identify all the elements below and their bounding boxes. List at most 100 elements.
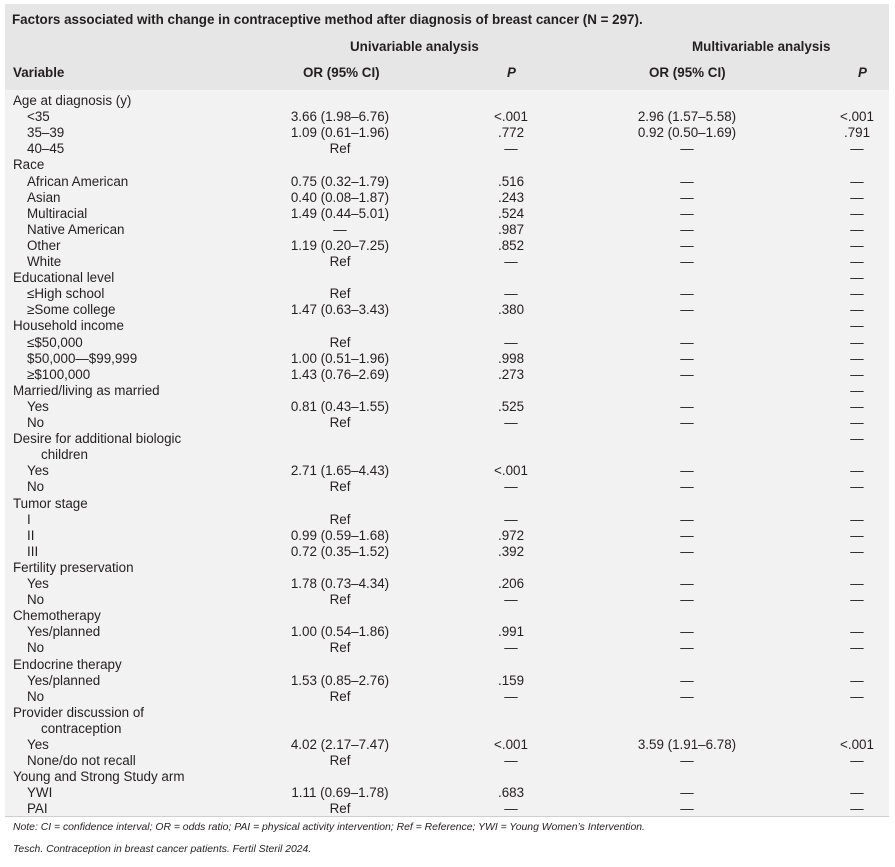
variable-cell: No <box>27 415 45 430</box>
p-multivariable-cell: — <box>850 688 864 704</box>
table-row: I Ref — — — <box>5 512 889 528</box>
p-multivariable-cell: — <box>850 237 864 253</box>
p-univariable-cell: — <box>504 511 518 527</box>
or-univariable-cell: 0.81 (0.43–1.55) <box>290 398 390 414</box>
table-row: None/do not recall Ref — — — <box>5 753 889 769</box>
variable-cell: White <box>27 254 62 269</box>
or-univariable-cell: 1.19 (0.20–7.25) <box>290 237 390 253</box>
or-multivariable-cell: — <box>680 576 694 591</box>
p-univariable-cell: — <box>504 415 518 430</box>
variable-cell: I <box>27 511 31 527</box>
p-multivariable-cell: — <box>850 173 864 189</box>
table-row: YWI 1.11 (0.69–1.78) .683 — — <box>5 785 889 801</box>
or-univariable-cell: Ref <box>329 479 351 495</box>
or-multivariable-cell: — <box>680 254 694 269</box>
p-univariable-cell: .206 <box>497 576 525 591</box>
p-univariable-cell: .243 <box>497 189 525 205</box>
or-univariable-cell: Ref <box>329 286 351 302</box>
p-multivariable-cell: — <box>850 801 864 817</box>
table-row: Educational level — <box>5 270 889 286</box>
p-multivariable-cell: — <box>850 624 864 640</box>
p-multivariable-cell: — <box>850 302 864 318</box>
table-row: ≤$50,000 Ref — — — <box>5 335 889 351</box>
table-row: Age at diagnosis (y) <box>5 93 889 109</box>
column-header-p-univariable: P <box>507 65 516 80</box>
variable-cell: Yes <box>27 398 49 414</box>
p-multivariable-cell: — <box>850 672 864 688</box>
or-multivariable-cell: — <box>680 511 694 527</box>
table-row: ≤High school Ref — — — <box>5 286 889 302</box>
table-row: Yes 4.02 (2.17–7.47) <.001 3.59 (1.91–6.78)… <box>5 737 889 753</box>
or-univariable-cell: 4.02 (2.17–7.47) <box>290 737 390 752</box>
p-multivariable-cell: <.001 <box>840 109 874 125</box>
table-row: Endocrine therapy <box>5 657 889 673</box>
table-row: ≥$100,000 1.43 (0.76–2.69) .273 — — <box>5 367 889 383</box>
or-univariable-cell: 3.66 (1.98–6.76) <box>290 109 390 125</box>
or-univariable-cell: 1.49 (0.44–5.01) <box>290 205 390 221</box>
table-row: Asian 0.40 (0.08–1.87) .243 — — <box>5 190 889 206</box>
table-row: No Ref — — — <box>5 689 889 705</box>
variable-cell: 40–45 <box>27 141 65 157</box>
table-row: Married/living as married — <box>5 383 889 399</box>
or-univariable-cell: 0.75 (0.32–1.79) <box>290 173 390 189</box>
p-multivariable-cell: — <box>850 270 864 286</box>
variable-cell: African American <box>27 173 129 189</box>
p-multivariable-cell: — <box>850 479 864 495</box>
or-multivariable-cell: — <box>680 640 694 656</box>
or-multivariable-cell: — <box>680 237 694 253</box>
or-multivariable-cell: — <box>680 753 694 769</box>
or-multivariable-cell: — <box>680 688 694 704</box>
p-univariable-cell: <.001 <box>494 737 528 752</box>
variable-cell: II <box>27 527 35 543</box>
or-univariable-cell: 1.53 (0.85–2.76) <box>290 672 390 688</box>
variable-cell: Tumor stage <box>13 495 88 511</box>
p-multivariable-cell: — <box>850 382 864 398</box>
table-row: Yes/planned 1.00 (0.54–1.86) .991 — — <box>5 624 889 640</box>
p-multivariable-cell: — <box>850 350 864 366</box>
table-row: <35 3.66 (1.98–6.76) <.001 2.96 (1.57–5.58)… <box>5 109 889 125</box>
table-body: Age at diagnosis (y) <35 3.66 (1.98–6.76) <… <box>5 90 889 816</box>
or-univariable-cell: Ref <box>329 254 351 269</box>
variable-cell: Household income <box>13 318 124 334</box>
or-univariable-cell: Ref <box>329 688 351 704</box>
or-univariable-cell: Ref <box>329 801 351 817</box>
table-row: $50,000—$99,999 1.00 (0.51–1.96) .998 — — <box>5 351 889 367</box>
or-multivariable-cell: — <box>680 221 694 237</box>
table-row: Chemotherapy <box>5 608 889 624</box>
variable-cell: Multiracial <box>27 205 88 221</box>
variable-cell: Yes <box>27 737 49 752</box>
p-univariable-cell: — <box>504 592 518 608</box>
column-header-variable: Variable <box>13 65 65 80</box>
or-univariable-cell: 1.00 (0.51–1.96) <box>290 350 390 366</box>
or-multivariable-cell: — <box>680 366 694 382</box>
or-univariable-cell: Ref <box>329 415 351 430</box>
or-multivariable-cell: — <box>680 479 694 495</box>
p-univariable-cell: .683 <box>497 785 525 801</box>
table-row: III 0.72 (0.35–1.52) .392 — — <box>5 544 889 560</box>
table-row: Household income — <box>5 318 889 334</box>
column-header-p-multivariable: P <box>858 65 867 80</box>
variable-cell: ≥Some college <box>27 302 116 318</box>
p-univariable-cell: .392 <box>497 543 525 559</box>
or-univariable-cell: Ref <box>329 334 351 350</box>
table-note: Note: CI = confidence interval; OR = odd… <box>5 816 889 839</box>
table-row: Race <box>5 157 889 173</box>
p-univariable-cell: — <box>504 801 518 817</box>
variable-cell: YWI <box>27 785 53 801</box>
or-univariable-cell: Ref <box>329 592 351 608</box>
variable-cell: Married/living as married <box>13 382 160 398</box>
table-row: White Ref — — — <box>5 254 889 270</box>
or-univariable-cell: 0.99 (0.59–1.68) <box>290 527 390 543</box>
or-univariable-cell: 1.78 (0.73–4.34) <box>290 576 390 591</box>
table-row: II 0.99 (0.59–1.68) .972 — — <box>5 528 889 544</box>
p-univariable-cell: .972 <box>497 527 525 543</box>
or-univariable-cell: Ref <box>329 640 351 656</box>
or-univariable-cell: 1.00 (0.54–1.86) <box>290 624 390 640</box>
p-univariable-cell: .380 <box>497 302 525 318</box>
variable-cell: Fertility preservation <box>13 559 134 575</box>
table-row: Fertility preservation <box>5 560 889 576</box>
variable-cell: <35 <box>27 109 50 125</box>
or-multivariable-cell: — <box>680 334 694 350</box>
or-multivariable-cell: — <box>680 801 694 817</box>
variable-cell: 35–39 <box>27 125 65 141</box>
